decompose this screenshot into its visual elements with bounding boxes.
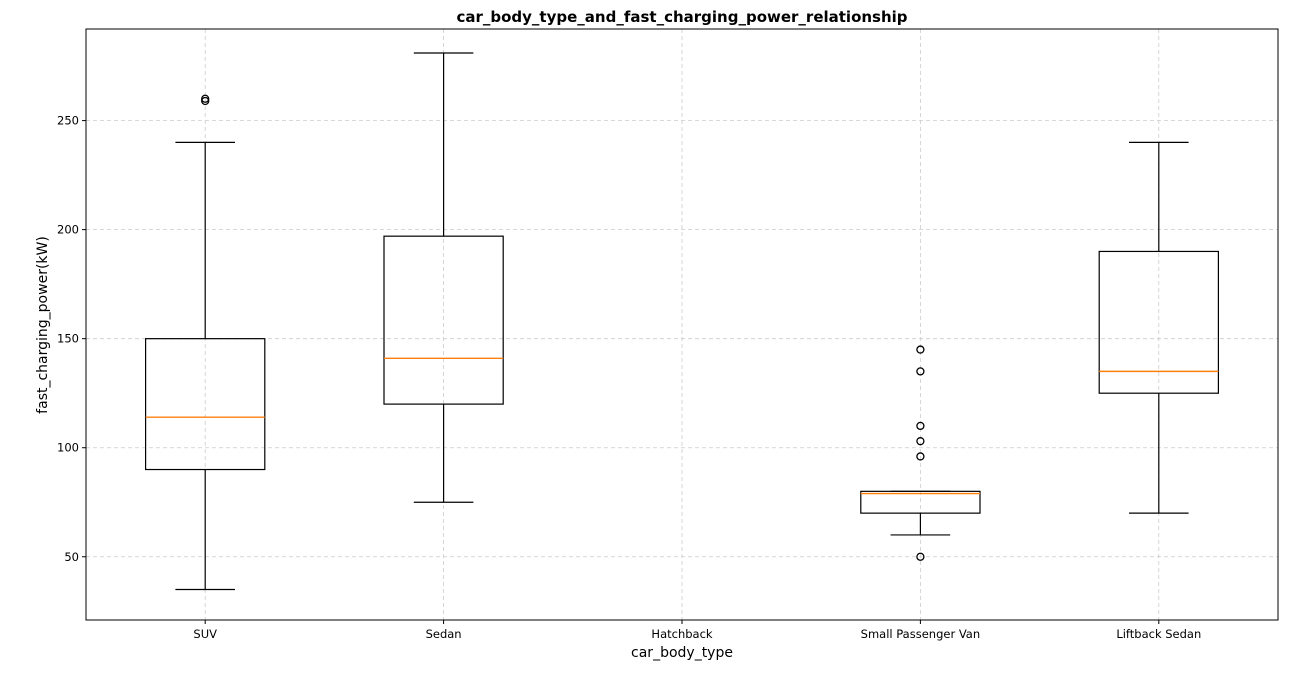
box-group [383,52,504,503]
y-axis-label: fast_charging_power(kW) [35,236,51,414]
iqr-box [383,235,504,405]
x-tick-label: Small Passenger Van [861,627,980,641]
outlier-point [916,552,925,561]
iqr-box [145,338,266,471]
x-tick-label: Liftback Sedan [1116,627,1201,641]
box-group [1098,141,1219,514]
y-tick-label: 100 [57,441,79,455]
box-group [860,345,981,561]
x-tick-label: Hatchback [651,627,712,641]
x-tick-label: SUV [193,627,217,641]
iqr-box [860,490,981,514]
x-tick-label: Sedan [426,627,462,641]
iqr-box [1098,250,1219,394]
box-group [145,94,266,591]
outlier-point [916,367,925,376]
outlier-point [916,437,925,446]
tick-layer: 50 100 150 200 250 SUV Sedan Hatchback Small Pas… [57,114,1201,641]
outlier-point [916,421,925,431]
y-tick-label: 200 [57,223,79,237]
outlier-point [916,452,925,461]
y-tick-label: 250 [57,114,79,128]
box-layer [145,52,1219,591]
chart-title: car_body_type_and_fast_charging_power_re… [456,8,907,26]
outlier-point [916,345,925,354]
x-axis-label: car_body_type [631,645,733,661]
y-tick-label: 150 [57,332,79,346]
outlier-point [201,94,210,103]
y-tick-label: 50 [64,550,79,564]
